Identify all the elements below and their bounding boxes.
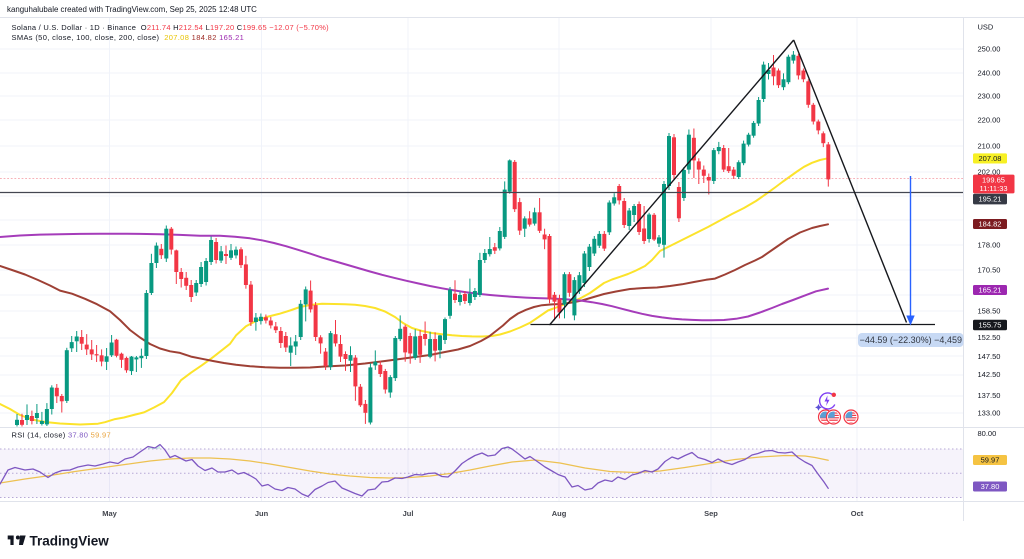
svg-text:kanguhalubale created with Tra: kanguhalubale created with TradingView.c… (7, 5, 257, 14)
svg-text:137.50: 137.50 (978, 391, 1001, 400)
svg-text:SMAs (50, close, 100, close, 2: SMAs (50, close, 100, close, 200, close)… (12, 33, 245, 42)
svg-text:202.00: 202.00 (978, 167, 1001, 176)
svg-text:37.80: 37.80 (981, 482, 1000, 491)
svg-text:Aug: Aug (552, 509, 567, 518)
svg-text:240.00: 240.00 (978, 69, 1001, 78)
svg-text:184.82: 184.82 (979, 220, 1002, 229)
svg-text:207.08: 207.08 (979, 154, 1002, 163)
svg-text:220.00: 220.00 (978, 116, 1001, 125)
svg-text:147.50: 147.50 (978, 352, 1001, 361)
svg-text:170.50: 170.50 (978, 266, 1001, 275)
svg-text:Jun: Jun (255, 509, 269, 518)
svg-text:230.00: 230.00 (978, 92, 1001, 101)
svg-text:199.65: 199.65 (982, 176, 1005, 185)
svg-text:155.75: 155.75 (979, 321, 1002, 330)
svg-text:133.00: 133.00 (978, 409, 1001, 418)
svg-text:Sep: Sep (704, 509, 718, 518)
svg-text:158.50: 158.50 (978, 307, 1001, 316)
svg-text:11:11:33: 11:11:33 (979, 184, 1007, 193)
svg-text:250.00: 250.00 (978, 45, 1001, 54)
svg-text:Jul: Jul (403, 509, 414, 518)
svg-text:142.50: 142.50 (978, 370, 1001, 379)
svg-text:Oct: Oct (851, 509, 864, 518)
svg-text:195.21: 195.21 (979, 195, 1002, 204)
svg-text:165.21: 165.21 (979, 286, 1002, 295)
svg-text:May: May (102, 509, 117, 518)
svg-text:Solana / U.S. Dollar · 1D · Bi: Solana / U.S. Dollar · 1D · Binance O211… (12, 23, 330, 32)
svg-text:80.00: 80.00 (978, 429, 997, 438)
svg-text:RSI (14, close) 37.80 59.97: RSI (14, close) 37.80 59.97 (12, 431, 111, 440)
svg-text:59.97: 59.97 (981, 456, 1000, 465)
svg-text:−44.59 (−22.30%) −4,459: −44.59 (−22.30%) −4,459 (860, 335, 962, 345)
svg-text:178.00: 178.00 (978, 241, 1001, 250)
svg-text:152.50: 152.50 (978, 333, 1001, 342)
svg-text:USD: USD (978, 23, 994, 32)
svg-text:TradingView: TradingView (30, 534, 110, 549)
svg-text:210.00: 210.00 (978, 142, 1001, 151)
